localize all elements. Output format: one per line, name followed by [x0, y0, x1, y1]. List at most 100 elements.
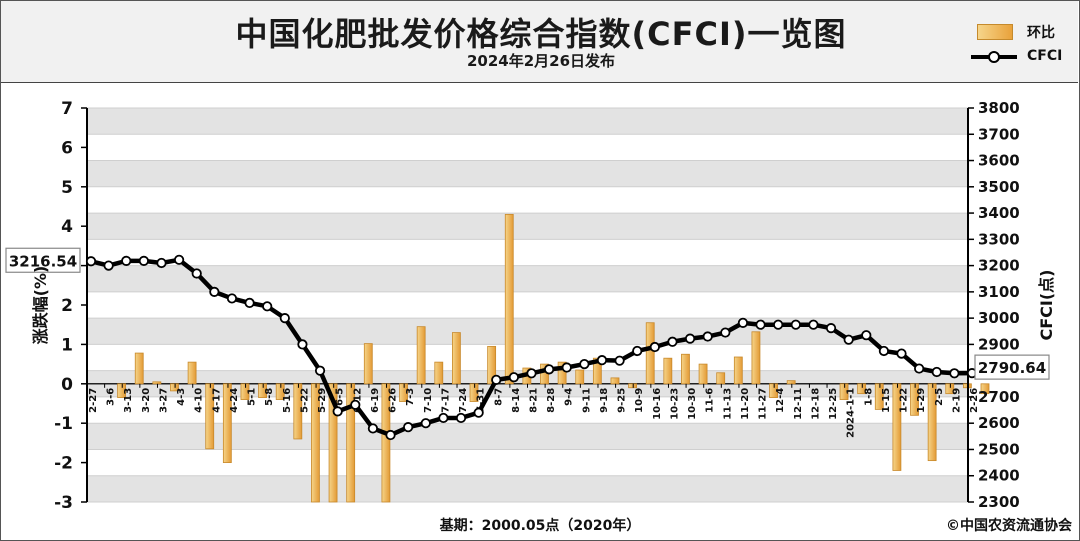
- legend-bar-swatch: [977, 24, 1013, 40]
- y-left-axis-label: 涨跌幅(%): [31, 266, 50, 345]
- cfci-point: [332, 406, 343, 417]
- cfci-point: [138, 255, 149, 266]
- bar: [751, 331, 761, 385]
- bar: [980, 383, 990, 395]
- cfci-point: [561, 362, 572, 373]
- cfci-point: [790, 319, 801, 330]
- x-tick-label: 10-16: [652, 388, 663, 420]
- cfci-point: [737, 317, 749, 328]
- left-tick-label: 4: [61, 217, 73, 237]
- cfci-point: [85, 256, 97, 267]
- cfci-point: [861, 330, 872, 341]
- x-axis: 2-27 3-6 3-13 3-20 3-27 4-3 4-10 4-17 4-24 5-1 5-8…: [86, 383, 980, 438]
- left-tick-label: -3: [54, 493, 73, 513]
- cfci-point: [755, 319, 766, 330]
- x-tick-label: 4-17: [211, 388, 222, 413]
- right-tick-label: 3200: [978, 257, 1020, 275]
- right-tick-label: 3800: [978, 99, 1020, 117]
- bar: [557, 361, 567, 385]
- cfci-point: [825, 323, 837, 334]
- right-tick-label: 3300: [978, 230, 1020, 248]
- callout-last: 2790.64: [978, 359, 1046, 377]
- chart-title: 中国化肥批发价格综合指数(CFCI)一览图: [235, 15, 847, 53]
- callouts: 3216.54 2790.64: [5, 247, 1050, 380]
- cfci-point: [297, 339, 308, 350]
- cfci-point: [420, 418, 431, 429]
- x-tick-label: 2-5: [934, 388, 945, 406]
- right-tick-label: 2300: [978, 493, 1020, 511]
- grid-band: [87, 423, 968, 450]
- cfci-point: [191, 268, 202, 279]
- bar: [681, 353, 690, 385]
- grid-bands: [87, 108, 968, 502]
- left-tick-label: 5: [61, 178, 73, 198]
- x-tick-label: 1-15: [881, 388, 892, 413]
- bar: [117, 383, 127, 398]
- x-tick-label: 1-8: [863, 388, 874, 406]
- bar: [363, 343, 373, 385]
- x-tick-label: 4-10: [194, 388, 205, 413]
- x-tick-label: 9-18: [599, 388, 610, 413]
- x-tick-label: 7-24: [458, 388, 469, 413]
- right-axis: 2300240025002600270028002900300031003200…: [967, 99, 1020, 511]
- legend-line-swatch: [971, 51, 1017, 63]
- grid-band: [87, 213, 968, 240]
- x-tick-label: 5-22: [299, 388, 310, 413]
- cfci-point: [403, 422, 414, 433]
- cfci-point: [702, 331, 713, 342]
- right-tick-label: 3100: [978, 283, 1020, 301]
- x-tick-label: 9-4: [564, 388, 575, 406]
- cfci-point: [121, 255, 132, 266]
- right-tick-label: 3400: [978, 204, 1020, 222]
- cfci-point: [896, 348, 907, 359]
- cfci-point: [244, 297, 255, 308]
- cfci-point: [579, 358, 590, 370]
- callout-last-box: [974, 354, 1050, 380]
- bar: [663, 357, 673, 385]
- cfci-point: [174, 254, 185, 265]
- bar: [698, 363, 708, 385]
- source-credit: ©中国农资流通协会: [946, 518, 1072, 534]
- x-tick-label: 6-26: [388, 388, 399, 413]
- bar: [945, 383, 955, 395]
- bar: [628, 383, 637, 389]
- legend-line-label: CFCI: [1027, 48, 1063, 64]
- x-tick-label: 10-23: [669, 388, 680, 420]
- legend-line-entry: CFCI: [969, 47, 1079, 67]
- x-tick-label: 10-30: [687, 388, 698, 420]
- cfci-point: [632, 345, 643, 357]
- cfci-point: [279, 313, 290, 324]
- x-tick-label: 10-9: [634, 388, 645, 413]
- left-tick-label: -1: [54, 414, 73, 434]
- bar: [328, 383, 338, 503]
- x-tick-label: 2-26: [969, 388, 980, 413]
- callout-first-box: [5, 247, 81, 273]
- bar: [892, 383, 902, 471]
- bar: [927, 383, 937, 462]
- cfci-line-series: [85, 254, 978, 441]
- bar-series: [117, 213, 990, 503]
- left-axis: -3-2-101234567: [54, 99, 88, 513]
- cfci-point: [544, 364, 555, 375]
- cfci-point: [455, 412, 467, 424]
- bar: [910, 383, 919, 416]
- bar: [839, 383, 849, 400]
- bar: [769, 383, 778, 398]
- cfci-point: [720, 327, 731, 338]
- bar: [610, 377, 620, 385]
- right-tick-label: 3000: [978, 309, 1020, 327]
- bar: [399, 383, 408, 402]
- x-tick-label: 8-7: [493, 388, 504, 406]
- bar: [346, 383, 356, 503]
- x-tick-label: 5-8: [264, 388, 275, 406]
- x-tick-label: 6-19: [370, 388, 381, 413]
- cfci-point: [684, 333, 696, 344]
- bar: [469, 383, 479, 402]
- bar: [733, 356, 743, 385]
- base-period-note: 基期：2000.05点（2020年）: [439, 518, 641, 534]
- bar: [240, 383, 250, 400]
- cfci-point: [649, 341, 660, 353]
- x-tick-label: 11-6: [705, 388, 716, 413]
- x-tick-label: 3-6: [106, 388, 117, 406]
